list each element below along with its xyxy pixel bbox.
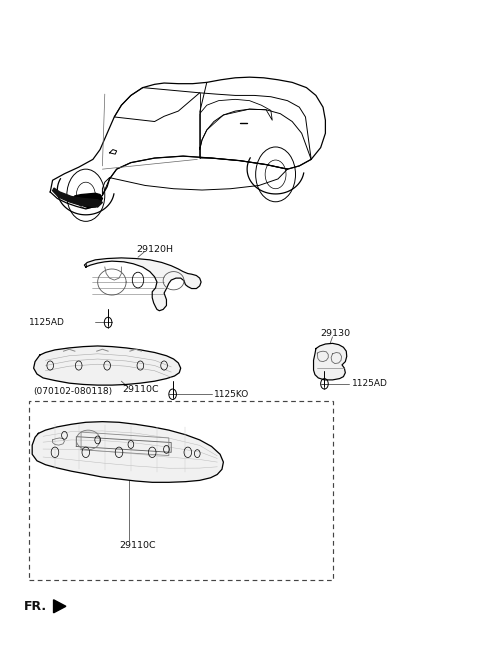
Polygon shape <box>32 422 223 482</box>
Text: 1125AD: 1125AD <box>29 318 64 327</box>
Text: 29130: 29130 <box>320 329 350 338</box>
Text: FR.: FR. <box>24 600 47 613</box>
Text: 1125AD: 1125AD <box>351 379 387 388</box>
Text: 29110C: 29110C <box>122 384 159 393</box>
Polygon shape <box>84 258 201 311</box>
Polygon shape <box>73 193 102 208</box>
Bar <box>29 401 333 580</box>
Text: 29110C: 29110C <box>120 541 156 550</box>
Text: 29120H: 29120H <box>136 245 173 254</box>
Polygon shape <box>54 599 66 613</box>
Text: 1125KO: 1125KO <box>214 390 249 399</box>
Polygon shape <box>53 188 102 207</box>
Polygon shape <box>313 343 347 380</box>
Text: (070102-080118): (070102-080118) <box>34 387 113 396</box>
Polygon shape <box>34 346 180 385</box>
